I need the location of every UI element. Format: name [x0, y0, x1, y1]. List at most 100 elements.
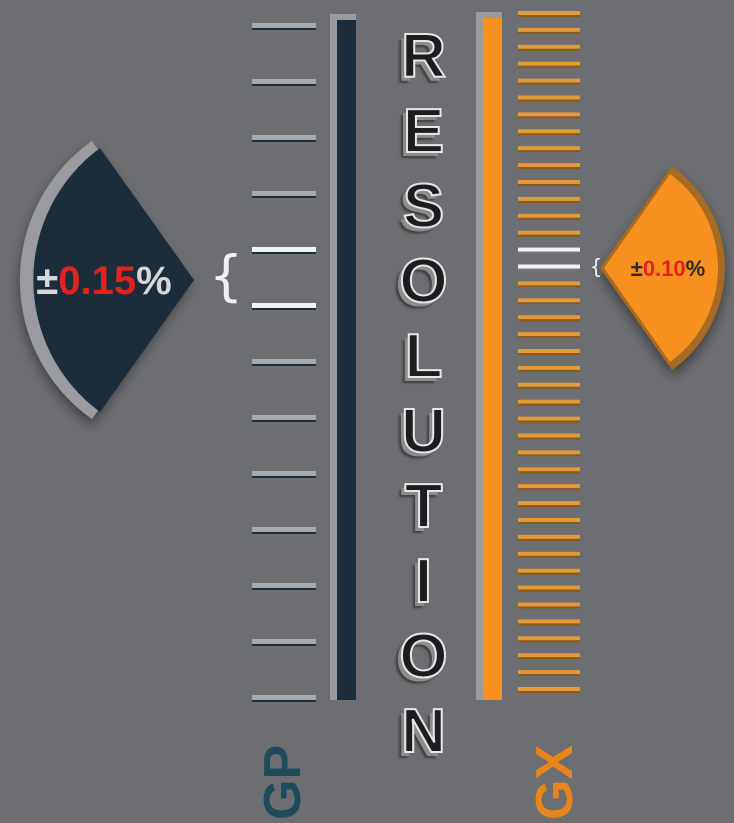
tick — [518, 100, 580, 102]
tick — [252, 532, 316, 534]
tick — [518, 471, 580, 473]
tick — [518, 112, 580, 116]
tick — [518, 404, 580, 406]
tick — [518, 163, 580, 167]
tick — [518, 434, 580, 438]
tick — [518, 488, 580, 490]
tick — [518, 15, 580, 17]
tick — [518, 400, 580, 404]
tick — [518, 45, 580, 49]
tick — [518, 285, 580, 287]
unit: % — [686, 256, 706, 281]
tick — [518, 235, 580, 237]
tick — [518, 603, 580, 607]
gx-resolution: ±0.10% — [631, 256, 705, 281]
infographic: ±0.15% { ±0.10% { GP GX — [0, 0, 734, 823]
title: RESOLUTION — [378, 22, 468, 772]
tick — [518, 349, 580, 353]
tick — [518, 623, 580, 625]
tick — [252, 415, 316, 420]
tick — [518, 657, 580, 659]
tick — [252, 140, 316, 142]
tick — [518, 218, 580, 220]
tick — [518, 302, 580, 304]
tick — [518, 573, 580, 575]
brace: { — [209, 245, 243, 308]
tick — [252, 23, 316, 28]
tick — [518, 129, 580, 133]
tick — [518, 370, 580, 372]
tick — [518, 417, 580, 421]
tick — [252, 196, 316, 198]
tick — [518, 619, 580, 623]
tick — [252, 420, 316, 422]
unit: % — [136, 259, 172, 303]
tick — [518, 201, 580, 203]
tick — [252, 695, 316, 700]
tick — [518, 518, 580, 522]
tick — [518, 49, 580, 51]
tick — [518, 265, 580, 269]
tick — [252, 700, 316, 702]
tick — [252, 247, 316, 252]
tick — [518, 640, 580, 642]
tick — [518, 96, 580, 100]
tick — [252, 303, 316, 308]
tick — [518, 319, 580, 321]
tick — [252, 476, 316, 478]
tick — [252, 644, 316, 646]
tick — [518, 653, 580, 657]
tick — [518, 505, 580, 507]
tick — [518, 438, 580, 440]
tick — [518, 383, 580, 387]
tick — [518, 332, 580, 336]
tick — [518, 450, 580, 454]
tick — [252, 79, 316, 84]
brace: { — [590, 255, 603, 279]
value: 0.15 — [58, 259, 136, 303]
tick — [518, 298, 580, 302]
tick — [518, 167, 580, 169]
tick — [252, 527, 316, 532]
tick — [518, 180, 580, 184]
tick — [518, 366, 580, 370]
tick — [518, 607, 580, 609]
tick — [252, 583, 316, 588]
tick — [518, 353, 580, 355]
tick — [252, 588, 316, 590]
gx-bar — [483, 18, 502, 700]
page: ±0.15% { ±0.10% { GP GX RESOLUTION (() =… — [0, 0, 734, 823]
tick — [518, 133, 580, 135]
tick — [252, 84, 316, 86]
tick — [518, 252, 580, 254]
tick — [518, 556, 580, 558]
tick — [518, 214, 580, 218]
tick — [518, 146, 580, 150]
tick — [518, 281, 580, 285]
tick — [518, 674, 580, 676]
tick — [518, 184, 580, 186]
tick — [252, 308, 316, 310]
sign: ± — [631, 256, 643, 281]
tick — [518, 32, 580, 34]
tick — [518, 83, 580, 85]
tick — [518, 539, 580, 541]
tick — [518, 79, 580, 83]
tick — [518, 421, 580, 423]
tick — [518, 670, 580, 674]
tick — [518, 691, 580, 693]
tick — [518, 336, 580, 338]
value: 0.10 — [643, 256, 686, 281]
tick — [518, 501, 580, 505]
tick — [518, 62, 580, 66]
tick — [518, 484, 580, 488]
tick — [518, 687, 580, 691]
gp-label: GP — [254, 745, 312, 820]
sign: ± — [36, 259, 58, 303]
tick — [518, 66, 580, 68]
tick — [252, 135, 316, 140]
gp-bar — [337, 20, 356, 700]
tick — [252, 364, 316, 366]
tick — [518, 269, 580, 271]
tick — [518, 387, 580, 389]
